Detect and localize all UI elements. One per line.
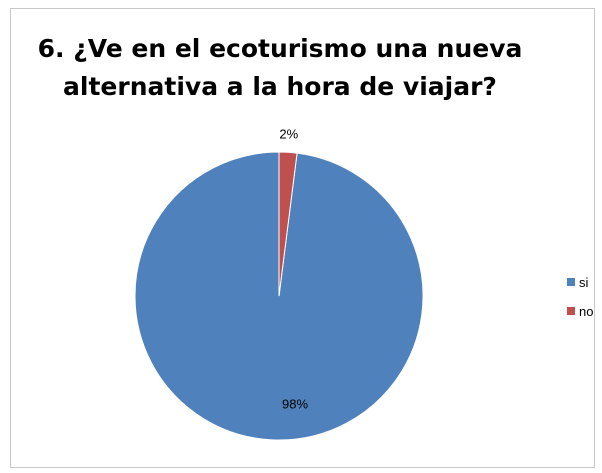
legend-item-si: si [567, 272, 593, 292]
pie-data-labels: 2% 98% [279, 126, 308, 411]
legend-swatch-no [567, 307, 575, 315]
legend-label-si: si [579, 274, 589, 290]
legend-item-no: no [567, 301, 593, 321]
legend-label-no: no [579, 303, 594, 319]
pie-slices [134, 151, 424, 441]
chart-title: 6. ¿Ve en el ecoturismo una nueva altern… [37, 34, 523, 101]
legend: si no [567, 272, 593, 330]
legend-swatch-si [567, 278, 575, 286]
data-label-si: 98% [282, 396, 308, 411]
data-label-no: 2% [279, 126, 298, 141]
pie-slice-no [278, 151, 298, 297]
